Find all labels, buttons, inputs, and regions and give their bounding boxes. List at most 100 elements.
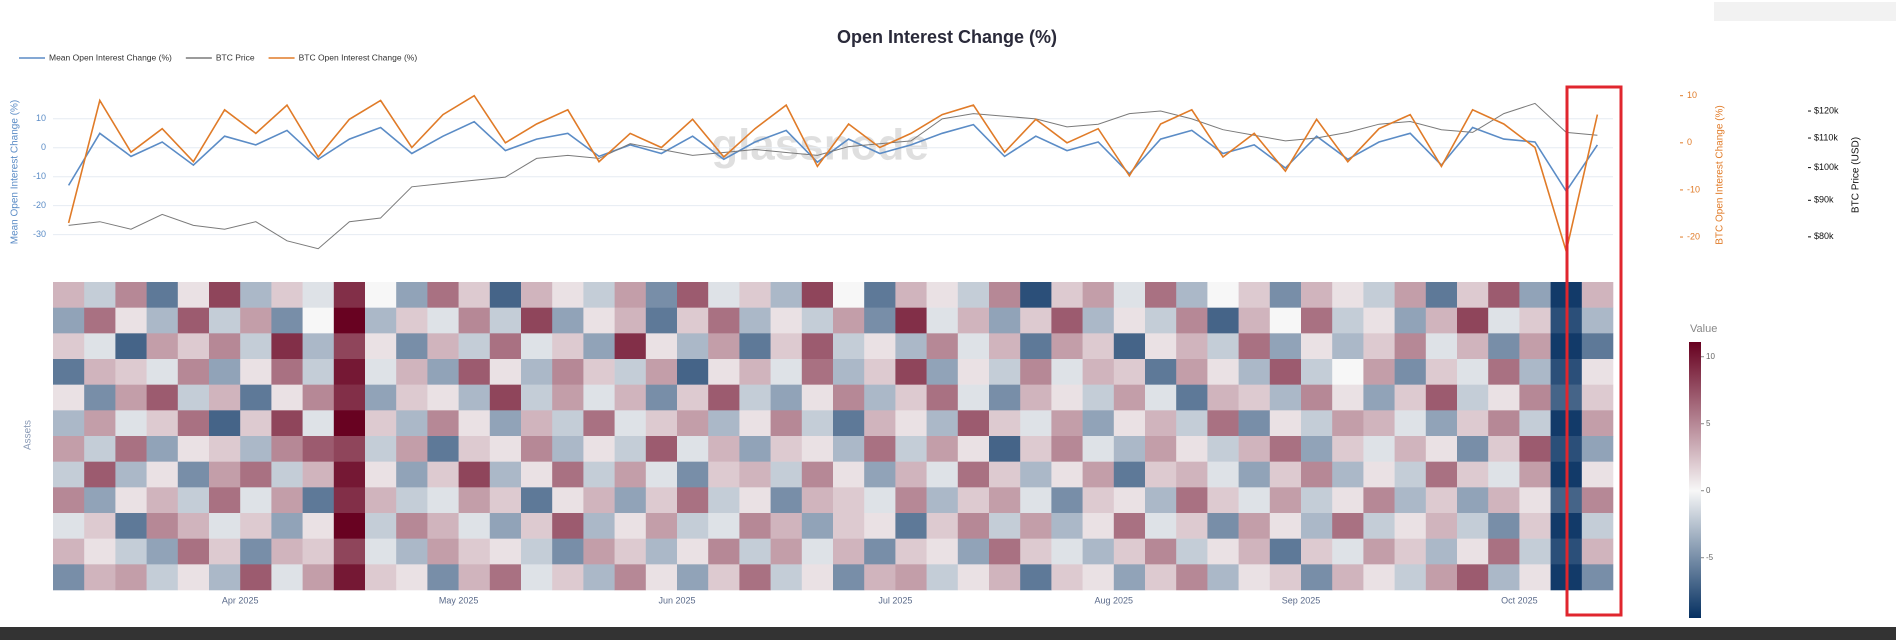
- heatmap-cell: [770, 282, 803, 308]
- heatmap-cell: [770, 359, 803, 385]
- heatmap-cell: [677, 461, 709, 488]
- heatmap-cell: [926, 282, 959, 308]
- heatmap-cell: [521, 436, 553, 462]
- heatmap-cell: [489, 436, 522, 462]
- heatmap-cell: [552, 513, 584, 539]
- heatmap-cell: [926, 461, 959, 488]
- heatmap-cell: [1238, 282, 1271, 308]
- heatmap-cell: [1020, 410, 1052, 437]
- heatmap-cell: [1332, 461, 1364, 488]
- heatmap-cell: [1488, 359, 1520, 385]
- heatmap-cell: [1051, 282, 1083, 308]
- heatmap-cell: [240, 513, 272, 539]
- heatmap-cell: [1269, 538, 1302, 565]
- heatmap-cell: [1238, 359, 1271, 385]
- heatmap-cell: [1269, 513, 1302, 539]
- heatmap-cell: [84, 333, 116, 360]
- x-tick-label: Sep 2025: [1282, 595, 1321, 605]
- heatmap-cell: [989, 410, 1021, 437]
- heatmap-cell: [333, 359, 366, 385]
- heatmap-cell: [302, 333, 335, 360]
- heatmap-cell: [1113, 513, 1146, 539]
- x-tick-label: Oct 2025: [1501, 595, 1538, 605]
- heatmap-cell: [677, 410, 709, 437]
- heatmap-cell: [1363, 487, 1395, 514]
- heatmap-cell: [1145, 307, 1177, 334]
- heatmap-cell: [240, 538, 272, 565]
- heatmap-cell: [1425, 359, 1458, 385]
- line-series: [67, 94, 1599, 255]
- heatmap-cell: [583, 487, 615, 514]
- heatmap-cell: [1113, 384, 1146, 411]
- heatmap-cell: [1176, 538, 1208, 565]
- heatmap-cell: [801, 487, 834, 514]
- heatmap-cell: [146, 307, 179, 334]
- heatmap-cell: [53, 384, 85, 411]
- heatmap-cell: [1269, 487, 1302, 514]
- y-axis-title: Mean Open Interest Change (%): [10, 100, 21, 245]
- heatmap-cell: [1176, 384, 1208, 411]
- heatmap-cell: [833, 410, 865, 437]
- heatmap-cell: [677, 282, 709, 308]
- y3-tick-label: $80k: [1814, 231, 1834, 241]
- heatmap-cell: [458, 538, 491, 565]
- heatmap-cell: [1488, 436, 1520, 462]
- heatmap-cell: [1176, 436, 1208, 462]
- heatmap-cell: [396, 333, 428, 360]
- heatmap-cell: [1332, 384, 1364, 411]
- heatmap-cell: [801, 333, 834, 360]
- heatmap-cell: [864, 333, 896, 360]
- heatmap-cell: [458, 333, 491, 360]
- heatmap-cell: [521, 282, 553, 308]
- heatmap-cell: [1519, 436, 1551, 462]
- heatmap-cell: [1145, 333, 1177, 360]
- heatmap-cell: [209, 487, 241, 514]
- heatmap-cell: [926, 359, 959, 385]
- heatmap-cell: [1051, 410, 1083, 437]
- heatmap-cell: [427, 359, 459, 385]
- heatmap-cell: [833, 513, 865, 539]
- heatmap-cell: [1363, 513, 1395, 539]
- heatmap-cell: [458, 461, 491, 488]
- heatmap-cell: [1425, 487, 1458, 514]
- heatmap-cell: [458, 384, 491, 411]
- heatmap-cell: [895, 384, 927, 411]
- heatmap-cell: [739, 410, 771, 437]
- heatmap-cell: [801, 282, 834, 308]
- heatmap-cell: [521, 487, 553, 514]
- heatmap-cell: [396, 564, 428, 591]
- heatmap-cell: [801, 436, 834, 462]
- heatmap-cell: [1051, 513, 1083, 539]
- heatmap-cell: [1020, 436, 1052, 462]
- heatmap-cell: [1020, 333, 1052, 360]
- heatmap-cell: [458, 307, 491, 334]
- heatmap-cell: [645, 538, 678, 565]
- heatmap-cell: [1457, 461, 1489, 488]
- heatmap-cell: [645, 384, 678, 411]
- heatmap-cell: [427, 564, 459, 591]
- heatmap-cell: [489, 538, 522, 565]
- heatmap-cell: [1519, 307, 1551, 334]
- heatmap-cell: [1519, 384, 1551, 411]
- y2-tick-label: 10: [1687, 90, 1697, 100]
- heatmap-cell: [84, 461, 116, 488]
- heatmap-cell: [1113, 436, 1146, 462]
- toolbar[interactable]: [1714, 2, 1896, 21]
- heatmap-cell: [1145, 461, 1177, 488]
- heatmap-cell: [1051, 333, 1083, 360]
- heatmap-cell: [365, 461, 397, 488]
- heatmap-cell: [1269, 384, 1302, 411]
- heatmap-cell: [645, 487, 678, 514]
- heatmap-cell: [84, 307, 116, 334]
- heatmap-cell: [1051, 307, 1083, 334]
- heatmap-cell: [146, 436, 179, 462]
- heatmap-cell: [708, 513, 740, 539]
- heatmap-cell: [864, 461, 896, 488]
- heatmap-cell: [926, 384, 959, 411]
- heatmap-cell: [146, 282, 179, 308]
- heatmap-cell: [864, 282, 896, 308]
- heatmap-cell: [1519, 359, 1551, 385]
- heatmap-cell: [84, 359, 116, 385]
- heatmap-cell: [957, 307, 990, 334]
- heatmap-cell: [209, 359, 241, 385]
